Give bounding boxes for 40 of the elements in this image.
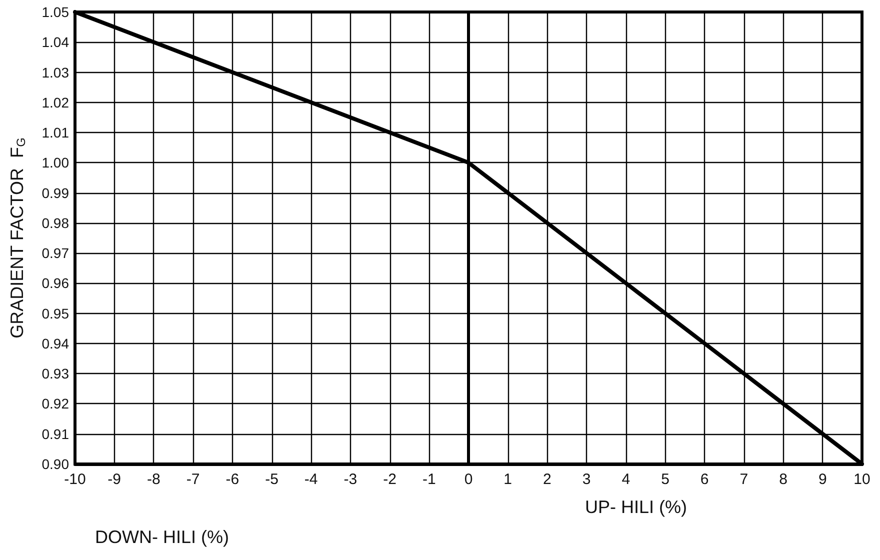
x-tick-label: 4: [622, 471, 630, 488]
x-tick-label: 6: [700, 471, 709, 488]
x-tick-label: -7: [186, 471, 200, 488]
x-tick-label: 7: [740, 471, 748, 488]
y-tick-label: 0.95: [42, 305, 70, 322]
x-tick-label: -8: [147, 471, 160, 488]
x-tick-label: -5: [265, 471, 278, 488]
y-tick-label: 1.04: [42, 34, 70, 50]
x-tick-label: -9: [108, 471, 122, 488]
y-tick-label: 1.05: [42, 4, 70, 20]
x-tick-label: 0: [464, 471, 473, 488]
y-tick-label: 1.01: [42, 124, 70, 141]
y-axis-title: GRADIENT FACTOR FG: [7, 137, 28, 338]
y-tick-label: 0.98: [42, 214, 70, 231]
y-tick-label: 0.90: [42, 456, 70, 472]
x-tick-label: 9: [818, 471, 827, 488]
x-tick-label: 8: [779, 471, 788, 488]
x-tick-label: 5: [661, 471, 670, 488]
y-tick-label: 0.96: [42, 275, 70, 292]
x-tick-label: -6: [226, 471, 240, 488]
x-tick-label: 2: [543, 471, 552, 488]
y-tick-label: 0.92: [42, 396, 70, 412]
y-tick-label: 1.00: [42, 154, 70, 171]
text: DOWN- HILI (%): [95, 527, 229, 547]
x-tick-label: 3: [582, 471, 591, 488]
y-tick-label: 0.94: [42, 335, 70, 352]
x-tick-label: 10: [854, 471, 870, 488]
x-tick-label: -4: [304, 471, 318, 488]
x-tick-label: -1: [422, 471, 436, 488]
x-tick-label: -10: [64, 471, 86, 488]
x-tick-label: -3: [344, 471, 358, 488]
y-tick-label: 0.93: [42, 366, 70, 382]
y-tick-label: 1.03: [42, 64, 70, 80]
text: UP- HILI (%): [585, 497, 688, 517]
y-tick-label: 0.99: [42, 184, 70, 201]
x-tick-label: -2: [383, 471, 396, 488]
y-tick-label: 0.97: [42, 245, 70, 262]
y-tick-label: 1.02: [42, 94, 70, 110]
y-tick-label: 0.91: [42, 426, 70, 442]
x-tick-label: 1: [504, 471, 512, 488]
